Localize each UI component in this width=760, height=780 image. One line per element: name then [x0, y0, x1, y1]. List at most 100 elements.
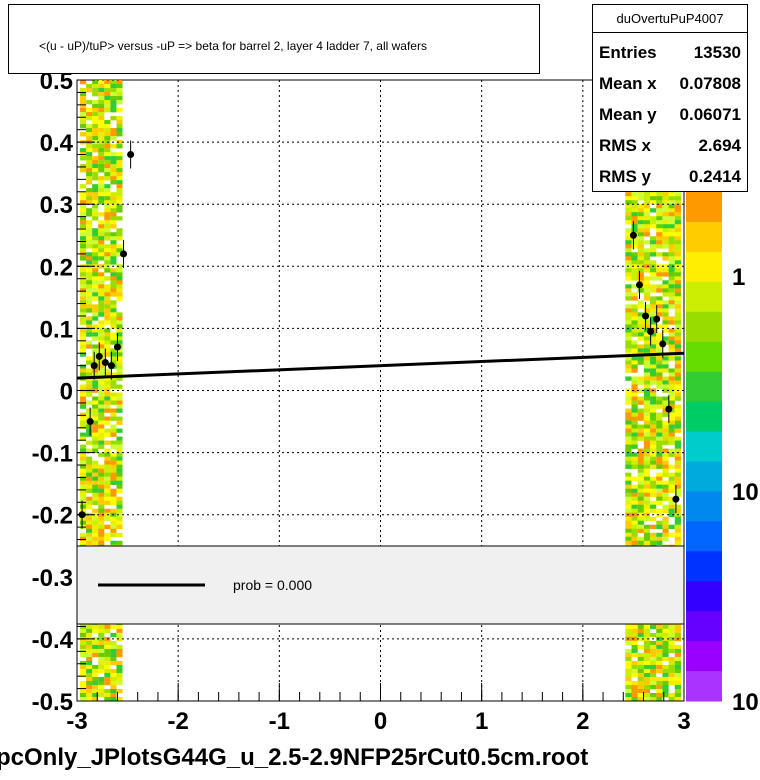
heatmap-cell — [631, 320, 638, 325]
heatmap-cell — [92, 88, 99, 93]
heatmap-cell — [86, 260, 93, 265]
heatmap-cell — [656, 464, 663, 469]
heatmap-cell — [80, 368, 87, 373]
heatmap-cell — [104, 480, 111, 485]
heatmap-cell — [643, 224, 651, 229]
heatmap-cell — [656, 376, 663, 381]
heatmap-cell — [637, 252, 644, 257]
heatmap-cell — [643, 320, 651, 325]
heatmap-cell — [98, 388, 105, 393]
heatmap-cell — [650, 428, 657, 433]
heatmap-cell — [116, 416, 123, 421]
heatmap-cell — [656, 492, 663, 497]
heatmap-cell — [98, 128, 105, 133]
heatmap-cell — [668, 224, 675, 229]
heatmap-cell — [674, 504, 681, 509]
heatmap-cell — [98, 176, 105, 181]
heatmap-cell — [80, 424, 87, 429]
heatmap-cell — [98, 636, 105, 642]
heatmap-cell — [637, 408, 644, 413]
heatmap-cell — [650, 192, 657, 197]
heatmap-cell — [86, 152, 93, 157]
heatmap-cell — [674, 676, 681, 682]
heatmap-cell — [80, 216, 87, 221]
heatmap-cell — [637, 360, 644, 365]
heatmap-cell — [116, 196, 123, 201]
heatmap-cell — [104, 128, 111, 133]
x-tick-label: 1 — [475, 708, 488, 735]
heatmap-cell — [98, 276, 105, 281]
heatmap-cell — [98, 116, 105, 121]
heatmap-cell — [637, 488, 644, 493]
heatmap-cell — [662, 640, 669, 646]
heatmap-cell — [662, 256, 669, 261]
heatmap-cell — [650, 368, 657, 373]
heatmap-cell — [92, 400, 99, 405]
heatmap-cell — [116, 436, 123, 441]
heatmap-cell — [650, 656, 657, 662]
heatmap-cell — [674, 372, 681, 377]
heatmap-cell — [104, 196, 111, 201]
heatmap-cell — [110, 216, 117, 221]
heatmap-cell — [637, 508, 644, 513]
heatmap-cell — [674, 444, 681, 449]
heatmap-cell — [98, 100, 105, 105]
heatmap-cell — [662, 672, 669, 678]
heatmap-cell — [650, 332, 657, 337]
heatmap-cell — [650, 524, 657, 530]
heatmap-cell — [116, 524, 123, 530]
heatmap-cell — [80, 328, 87, 333]
heatmap-cell — [637, 664, 644, 670]
heatmap-cell — [110, 272, 117, 277]
heatmap-cell — [643, 204, 651, 209]
heatmap-cell — [643, 452, 651, 457]
heatmap-cell — [625, 624, 632, 630]
heatmap-cell — [86, 456, 93, 461]
heatmap-cell — [656, 512, 663, 518]
heatmap-cell — [674, 460, 681, 465]
x-tick-label: 3 — [677, 708, 690, 735]
heatmap-cell — [631, 520, 638, 526]
heatmap-cell — [110, 672, 117, 678]
heatmap-cell — [98, 252, 105, 257]
heatmap-cell — [643, 492, 651, 497]
heatmap-cell — [668, 244, 675, 249]
heatmap-cell — [637, 432, 644, 437]
heatmap-cell — [643, 192, 651, 197]
heatmap-cell — [662, 632, 669, 638]
heatmap-cell — [662, 312, 669, 317]
heatmap-cell — [116, 384, 123, 389]
heatmap-cell — [98, 272, 105, 277]
heatmap-cell — [650, 360, 657, 365]
heatmap-cell — [92, 436, 99, 441]
heatmap-cell — [80, 468, 87, 473]
heatmap-cell — [104, 452, 111, 457]
heatmap-cell — [650, 648, 657, 654]
heatmap-cell — [80, 364, 87, 369]
heatmap-cell — [80, 684, 87, 690]
heatmap-cell — [92, 500, 99, 505]
heatmap-cell — [668, 228, 675, 233]
heatmap-cell — [662, 504, 669, 509]
heatmap-cell — [674, 272, 681, 277]
heatmap-cell — [98, 164, 105, 169]
heatmap-cell — [86, 340, 93, 345]
heatmap-cell — [104, 372, 111, 377]
heatmap-cell — [104, 488, 111, 493]
heatmap-cell — [637, 652, 644, 658]
heatmap-cell — [92, 480, 99, 485]
heatmap-cell — [668, 372, 675, 377]
heatmap-cell — [674, 416, 681, 421]
heatmap-cell — [86, 368, 93, 373]
heatmap-cell — [674, 196, 681, 201]
heatmap-cell — [104, 108, 111, 113]
heatmap-cell — [116, 444, 123, 449]
heatmap-cell — [116, 628, 123, 634]
heatmap-cell — [637, 500, 644, 505]
heatmap-cell — [116, 488, 123, 493]
heatmap-cell — [625, 416, 632, 421]
heatmap-cell — [662, 428, 669, 433]
heatmap-cell — [674, 440, 681, 445]
heatmap-cell — [650, 268, 657, 273]
heatmap-cell — [631, 508, 638, 513]
